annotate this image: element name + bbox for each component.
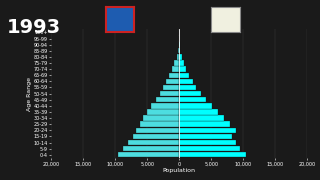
Bar [179,79,193,84]
Bar [136,128,179,133]
Bar [179,48,180,53]
Bar [179,146,240,151]
Bar [179,91,201,96]
Bar [179,140,236,145]
Bar [179,115,224,121]
Bar [179,109,218,115]
Bar [177,54,179,60]
Bar [123,146,179,151]
Bar [169,73,179,78]
Bar [140,122,179,127]
Bar [133,134,179,139]
Bar [174,60,179,66]
Bar [179,66,186,72]
Bar [179,85,196,90]
Bar [160,91,179,96]
Bar [179,103,212,109]
Bar [179,73,189,78]
Bar [151,103,179,109]
Bar [163,85,179,90]
Bar [179,60,184,66]
Bar [179,54,182,60]
Y-axis label: Age Range: Age Range [27,77,32,111]
Bar [143,115,179,121]
Bar [156,97,179,102]
Bar [179,97,206,102]
Bar [172,66,179,72]
Bar [179,42,180,47]
Bar [179,134,232,139]
Bar [147,109,179,115]
Text: 1993: 1993 [6,18,60,37]
X-axis label: Population: Population [163,168,196,173]
Bar [128,140,179,145]
Bar [118,152,179,158]
Bar [166,79,179,84]
Bar [179,152,246,158]
Bar [179,122,230,127]
Bar [179,128,236,133]
Bar [178,48,179,53]
